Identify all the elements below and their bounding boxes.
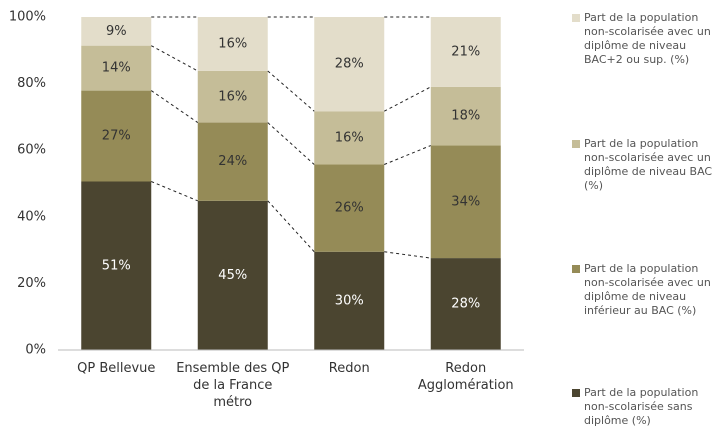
- connector: [384, 86, 431, 112]
- data-label: 51%: [102, 258, 131, 273]
- connector: [150, 90, 199, 123]
- bar-segment: [314, 251, 385, 350]
- y-tick-label: 0%: [25, 343, 46, 358]
- y-tick-label: 60%: [17, 143, 46, 158]
- bar-segment: [81, 17, 152, 46]
- x-tick-label: QP Bellevue: [77, 361, 156, 376]
- x-tick-label: Ensemble des QP de la France métro: [176, 361, 290, 410]
- bar-segment: [314, 164, 385, 252]
- bar-segment: [430, 258, 501, 350]
- connector: [267, 122, 315, 165]
- bar-segment: [197, 17, 268, 71]
- data-label: 9%: [106, 24, 127, 39]
- data-label: 30%: [335, 293, 364, 308]
- legend-swatch: [572, 140, 580, 148]
- x-tick-label: Redon: [328, 361, 370, 376]
- bar-segment: [430, 86, 501, 146]
- bar-segment: [197, 200, 268, 350]
- data-label: 16%: [218, 36, 247, 51]
- data-label: 16%: [218, 89, 247, 104]
- legend-label: Part de la population non-scolarisée san…: [584, 386, 699, 427]
- y-tick-label: 80%: [17, 76, 46, 91]
- legend-label: Part de la population non-scolarisée ave…: [584, 262, 711, 317]
- connector: [151, 45, 198, 72]
- bar-segment: [197, 70, 268, 123]
- connector: [267, 200, 315, 253]
- bar-segment: [81, 181, 152, 350]
- bar-segment: [197, 122, 268, 201]
- connector: [267, 70, 315, 112]
- bar-segment: [81, 90, 152, 182]
- data-label: 24%: [218, 154, 247, 169]
- y-tick-label: 40%: [17, 209, 46, 224]
- legend-swatch: [572, 14, 580, 22]
- legend-label: Part de la population non-scolarisée ave…: [584, 137, 713, 192]
- bar-segment: [430, 145, 501, 259]
- data-label: 14%: [102, 61, 131, 76]
- connector: [384, 145, 431, 165]
- data-label: 28%: [451, 297, 480, 312]
- data-label: 28%: [335, 57, 364, 72]
- y-tick-label: 20%: [17, 276, 46, 291]
- connector: [151, 181, 198, 202]
- y-tick-label: 100%: [9, 10, 46, 25]
- legend-swatch: [572, 265, 580, 273]
- data-label: 18%: [451, 109, 480, 124]
- bar-segment: [314, 17, 385, 112]
- data-label: 34%: [451, 194, 480, 209]
- legend-swatch: [572, 389, 580, 397]
- bar-segment: [81, 45, 152, 91]
- data-label: 45%: [218, 268, 247, 283]
- bar-segment: [314, 111, 385, 165]
- data-label: 21%: [451, 44, 480, 59]
- bar-segment: [430, 17, 501, 87]
- data-label: 16%: [335, 130, 364, 145]
- x-tick-label: Redon Agglomération: [417, 361, 514, 393]
- data-label: 26%: [335, 201, 364, 216]
- connector: [384, 251, 431, 259]
- data-label: 27%: [102, 129, 131, 144]
- legend-label: Part de la population non-scolarisée ave…: [584, 11, 711, 66]
